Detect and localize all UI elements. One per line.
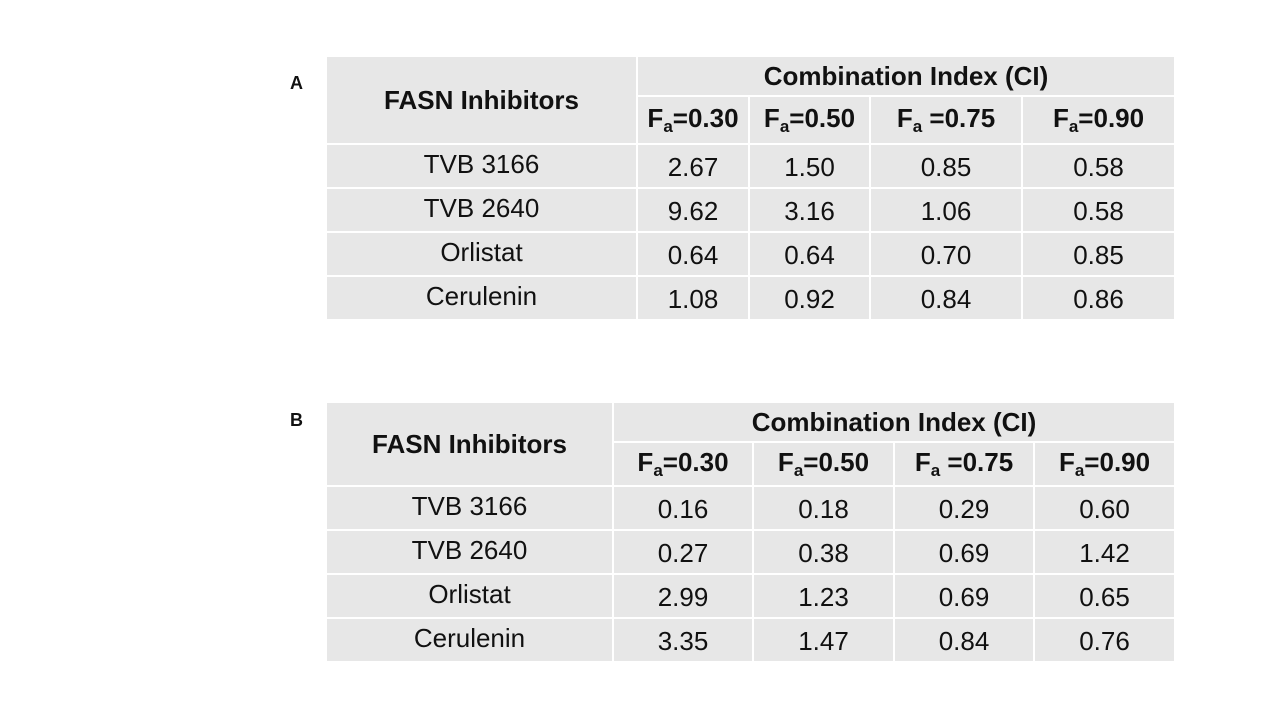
ci-value-cell: 1.08 (636, 275, 750, 321)
ci-value-cell: 0.86 (1020, 275, 1177, 321)
drug-name-cell: TVB 3166 (325, 143, 638, 189)
table-row: TVB 2640 0.27 0.38 0.69 1.42 (325, 529, 1177, 575)
ci-value-cell: 1.06 (869, 187, 1023, 233)
fa-column-header: Fa=0.50 (748, 95, 871, 145)
ci-value-cell: 0.64 (748, 231, 871, 277)
ci-value-cell: 0.84 (869, 275, 1023, 321)
ci-value-cell: 0.38 (752, 529, 895, 575)
ci-value-cell: 0.64 (636, 231, 750, 277)
table-row: TVB 2640 9.62 3.16 1.06 0.58 (325, 187, 1177, 233)
ci-value-cell: 0.58 (1020, 143, 1177, 189)
ci-value-cell: 0.58 (1020, 187, 1177, 233)
ci-value-cell: 9.62 (636, 187, 750, 233)
ci-value-cell: 0.76 (1032, 617, 1177, 663)
ci-value-cell: 3.16 (748, 187, 871, 233)
ci-value-cell: 0.69 (893, 529, 1035, 575)
table-row: Orlistat 0.64 0.64 0.70 0.85 (325, 231, 1177, 277)
ci-value-cell: 0.85 (869, 143, 1023, 189)
drug-column-header: FASN Inhibitors (325, 401, 614, 487)
fa-column-header: Fa =0.75 (869, 95, 1023, 145)
ci-value-cell: 0.92 (748, 275, 871, 321)
fa-column-header: Fa=0.90 (1020, 95, 1177, 145)
ci-value-cell: 3.35 (612, 617, 754, 663)
table-row: Cerulenin 1.08 0.92 0.84 0.86 (325, 275, 1177, 321)
ci-value-cell: 0.18 (752, 485, 895, 531)
ci-value-cell: 0.65 (1032, 573, 1177, 619)
combination-index-table-a: FASN Inhibitors Combination Index (CI) F… (325, 55, 1177, 321)
fa-column-header: Fa=0.30 (636, 95, 750, 145)
ci-value-cell: 1.23 (752, 573, 895, 619)
ci-value-cell: 1.47 (752, 617, 895, 663)
panel-label-b: B (290, 410, 303, 430)
fa-column-header: Fa=0.30 (612, 441, 754, 487)
drug-name-cell: Cerulenin (325, 617, 614, 663)
drug-name-cell: Orlistat (325, 573, 614, 619)
ci-value-cell: 0.69 (893, 573, 1035, 619)
fa-column-header: Fa=0.90 (1032, 441, 1177, 487)
table-row: Cerulenin 3.35 1.47 0.84 0.76 (325, 617, 1177, 663)
combination-index-table-b: FASN Inhibitors Combination Index (CI) F… (325, 401, 1177, 663)
drug-name-cell: Cerulenin (325, 275, 638, 321)
fa-column-header: Fa=0.50 (752, 441, 895, 487)
ci-value-cell: 0.70 (869, 231, 1023, 277)
ci-value-cell: 0.16 (612, 485, 754, 531)
drug-name-cell: TVB 2640 (325, 187, 638, 233)
drug-name-cell: Orlistat (325, 231, 638, 277)
ci-value-cell: 2.99 (612, 573, 754, 619)
drug-name-cell: TVB 2640 (325, 529, 614, 575)
ci-value-cell: 0.29 (893, 485, 1035, 531)
ci-value-cell: 0.60 (1032, 485, 1177, 531)
table-row: TVB 3166 2.67 1.50 0.85 0.58 (325, 143, 1177, 189)
fa-column-header: Fa =0.75 (893, 441, 1035, 487)
ci-group-header: Combination Index (CI) (635, 55, 1177, 97)
ci-value-cell: 2.67 (636, 143, 750, 189)
ci-value-cell: 0.85 (1020, 231, 1177, 277)
ci-value-cell: 0.84 (893, 617, 1035, 663)
drug-name-cell: TVB 3166 (325, 485, 614, 531)
drug-column-header: FASN Inhibitors (325, 55, 638, 145)
ci-value-cell: 0.27 (612, 529, 754, 575)
ci-value-cell: 1.50 (748, 143, 871, 189)
table-row: TVB 3166 0.16 0.18 0.29 0.60 (325, 485, 1177, 531)
panel-label-a: A (290, 73, 303, 93)
ci-group-header: Combination Index (CI) (611, 401, 1177, 443)
ci-value-cell: 1.42 (1032, 529, 1177, 575)
table-row: Orlistat 2.99 1.23 0.69 0.65 (325, 573, 1177, 619)
